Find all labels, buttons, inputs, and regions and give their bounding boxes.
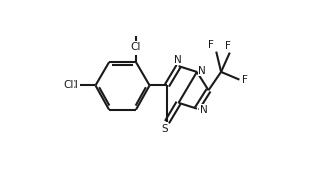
Text: Cl: Cl bbox=[131, 42, 141, 52]
Text: F: F bbox=[208, 40, 214, 50]
Text: Cl: Cl bbox=[63, 80, 73, 90]
Text: F: F bbox=[242, 75, 248, 85]
Text: F: F bbox=[225, 41, 231, 51]
Text: N: N bbox=[174, 54, 182, 64]
Text: N: N bbox=[200, 105, 208, 115]
Text: Cl: Cl bbox=[130, 44, 141, 54]
Text: Cl: Cl bbox=[67, 80, 78, 90]
Text: N: N bbox=[199, 66, 206, 76]
Text: S: S bbox=[162, 124, 168, 134]
